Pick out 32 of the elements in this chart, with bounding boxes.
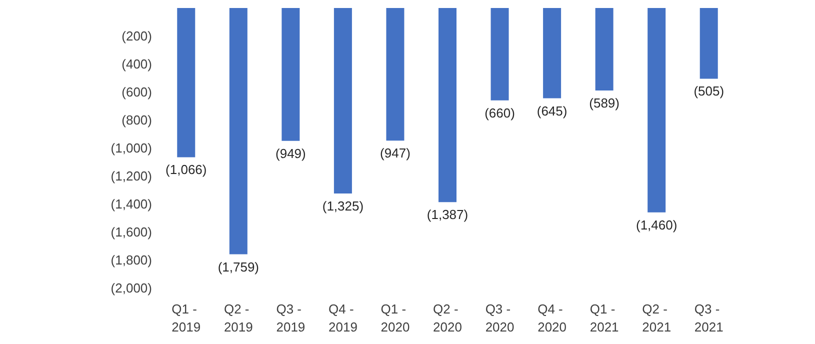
data-label: (1,387) <box>426 207 468 222</box>
y-tick-label: (400) <box>122 56 152 72</box>
x-tick-label: Q1 - 2019 <box>172 302 201 334</box>
y-tick-label: (800) <box>122 112 152 128</box>
y-tick-label: (600) <box>122 84 152 100</box>
y-tick-label: (200) <box>122 28 152 44</box>
data-label: (949) <box>276 146 306 161</box>
data-label: (1,759) <box>218 259 260 274</box>
x-tick-label: Q4 - 2019 <box>328 302 358 334</box>
x-tick-label: Q4 - 2020 <box>538 302 567 334</box>
x-tick-label: Q3 - 2021 <box>694 302 724 334</box>
y-tick-label: (1,000) <box>110 140 152 156</box>
data-label: (505) <box>694 84 724 99</box>
data-label: (1,460) <box>636 217 678 232</box>
data-label: (645) <box>536 103 568 118</box>
y-tick-label: (1,800) <box>110 252 152 268</box>
x-tick-label: Q3 - 2019 <box>276 302 306 334</box>
x-tick-label: Q1 - 2021 <box>590 302 619 334</box>
x-tick-label: Q2 - 2020 <box>433 302 462 334</box>
data-label: (660) <box>484 105 515 120</box>
data-label: (589) <box>589 95 620 110</box>
y-tick-label: (2,000) <box>110 280 152 296</box>
data-label: (947) <box>380 146 410 161</box>
y-tick-label: (1,400) <box>110 196 152 212</box>
data-label: (1,066) <box>166 162 207 178</box>
data-label: (1,325) <box>322 198 364 214</box>
x-tick-label: Q2 - 2019 <box>224 302 253 334</box>
x-tick-label: Q2 - 2021 <box>642 302 672 334</box>
x-tick-label: Q3 - 2020 <box>485 302 514 334</box>
x-tick-label: Q1 - 2020 <box>380 302 410 334</box>
y-tick-label: (1,600) <box>110 224 152 240</box>
y-tick-label: (1,200) <box>110 168 152 184</box>
